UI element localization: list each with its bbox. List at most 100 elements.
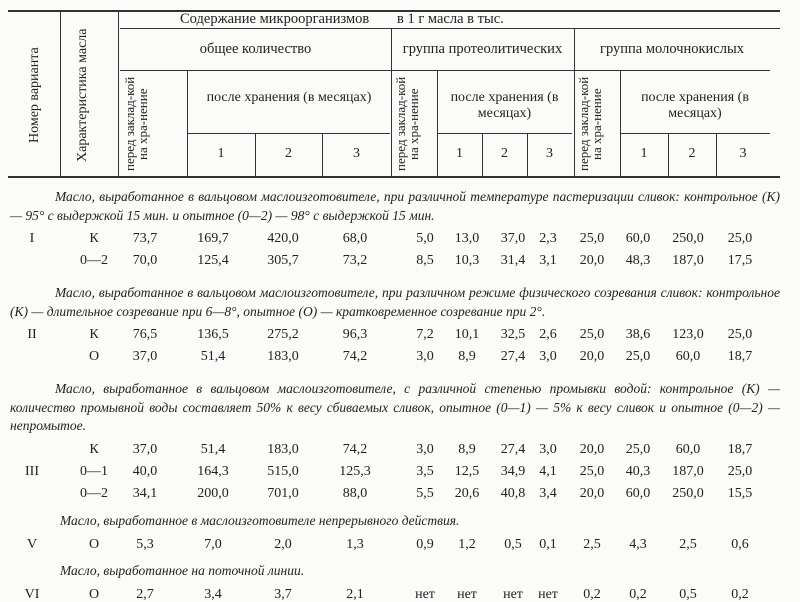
header-before-storage: перед заклад-кой на хра-нение: [576, 76, 604, 172]
value-cell: 37,0: [132, 441, 158, 457]
value-cell: нет: [415, 586, 435, 602]
oil-characteristic: 0—2: [80, 253, 108, 268]
value-cell: 2,5: [679, 536, 697, 552]
value-cell: 1,2: [458, 536, 476, 552]
oil-characteristic: К: [89, 441, 99, 457]
value-cell: 68,0: [342, 231, 368, 246]
value-cell: 20,0: [579, 485, 605, 501]
value-cell: 20,6: [454, 485, 480, 501]
value-cell: 25,0: [625, 349, 651, 364]
value-cell: 51,4: [200, 441, 226, 457]
value-cell: 136,5: [197, 327, 229, 342]
header-after-storage: после хранения (в месяцах): [641, 90, 749, 121]
value-cell: 1,3: [346, 536, 364, 552]
value-cell: 76,5: [132, 327, 158, 342]
value-cell: 164,3: [197, 463, 229, 479]
value-cell: 73,7: [132, 231, 158, 246]
header-month: 1: [456, 146, 463, 161]
value-cell: 96,3: [342, 327, 368, 342]
value-cell: 32,5: [500, 327, 526, 342]
value-cell: 25,0: [727, 463, 753, 479]
oil-characteristic: О: [88, 536, 100, 552]
value-cell: 250,0: [672, 231, 704, 246]
value-cell: 17,5: [727, 253, 753, 268]
value-cell: 18,7: [727, 441, 753, 457]
value-cell: нет: [538, 586, 558, 602]
value-cell: 25,0: [727, 231, 753, 246]
value-cell: 25,0: [727, 327, 753, 342]
value-cell: 200,0: [197, 485, 229, 501]
value-cell: 10,3: [454, 253, 480, 268]
value-cell: 60,0: [625, 231, 651, 246]
value-cell: 187,0: [672, 253, 704, 268]
value-cell: 31,4: [500, 253, 526, 268]
value-cell: нет: [457, 586, 477, 602]
section-caption: Масло, выработанное в вальцовом маслоизг…: [10, 285, 780, 319]
value-cell: 7,2: [416, 327, 434, 342]
value-cell: 3,0: [416, 441, 434, 457]
value-cell: 40,8: [500, 485, 526, 501]
value-cell: 2,3: [539, 231, 557, 246]
header-content-title-unit: в 1 г масла в тыс.: [397, 11, 504, 27]
value-cell: 4,3: [629, 536, 647, 552]
value-cell: 0,2: [583, 586, 601, 602]
value-cell: 51,4: [200, 349, 226, 364]
oil-characteristic: К: [89, 327, 99, 342]
value-cell: 3,0: [539, 349, 557, 364]
header-month: 3: [739, 146, 747, 161]
value-cell: 20,0: [579, 441, 605, 457]
value-cell: 12,5: [454, 463, 480, 479]
value-cell: 183,0: [267, 349, 299, 364]
value-cell: 20,0: [579, 349, 605, 364]
value-cell: 3,4: [204, 586, 222, 602]
value-cell: 123,0: [672, 327, 704, 342]
variant-number: V: [26, 536, 38, 552]
value-cell: 2,1: [346, 586, 364, 602]
value-cell: 27,4: [500, 349, 526, 364]
oil-characteristic: К: [89, 231, 99, 246]
value-cell: 125,4: [197, 253, 229, 268]
value-cell: 37,0: [500, 231, 526, 246]
header-month: 3: [546, 146, 553, 161]
header-after-storage: после хранения (в месяцах): [450, 90, 559, 121]
value-cell: 0,5: [679, 586, 697, 602]
header-month: 2: [688, 146, 696, 161]
value-cell: 515,0: [267, 463, 299, 479]
header-content-title: Содержание микроорганизмов: [180, 11, 370, 27]
value-cell: 60,0: [675, 441, 701, 457]
value-cell: 37,0: [132, 349, 158, 364]
value-cell: 20,0: [579, 253, 605, 268]
oil-characteristic: 0—1: [80, 463, 108, 479]
value-cell: 8,5: [416, 253, 434, 268]
value-cell: 4,1: [539, 463, 557, 479]
value-cell: 18,7: [727, 349, 753, 364]
value-cell: 3,4: [539, 485, 557, 501]
section-caption: Масло, выработанное в маслоизготовителе …: [60, 513, 460, 528]
value-cell: 27,4: [500, 441, 526, 457]
oil-characteristic: 0—2: [80, 485, 108, 501]
value-cell: 15,5: [727, 485, 753, 501]
value-cell: 74,2: [342, 349, 368, 364]
header-month: 3: [353, 146, 360, 161]
value-cell: 0,9: [416, 536, 434, 552]
value-cell: 74,2: [342, 441, 368, 457]
value-cell: 0,2: [731, 586, 749, 602]
value-cell: 40,3: [625, 463, 651, 479]
value-cell: 3,7: [274, 586, 292, 602]
value-cell: 25,0: [579, 327, 605, 342]
value-cell: 0,5: [504, 536, 522, 552]
value-cell: 169,7: [197, 231, 229, 246]
section-caption: Масло, выработанное в вальцовом маслоизг…: [10, 189, 780, 223]
header-group-label: группа протеолитических: [402, 41, 563, 57]
value-cell: 10,1: [454, 327, 480, 342]
value-cell: 2,5: [583, 536, 601, 552]
value-cell: 5,0: [416, 231, 434, 246]
header-variant-number: Номер варианта: [27, 47, 42, 143]
variant-number: III: [25, 463, 39, 479]
header-month: 1: [640, 146, 648, 161]
value-cell: 3,5: [416, 463, 434, 479]
variant-number: I: [29, 231, 35, 246]
value-cell: 420,0: [267, 231, 299, 246]
header-before-storage: перед заклад-кой на хра-нение: [122, 76, 150, 172]
